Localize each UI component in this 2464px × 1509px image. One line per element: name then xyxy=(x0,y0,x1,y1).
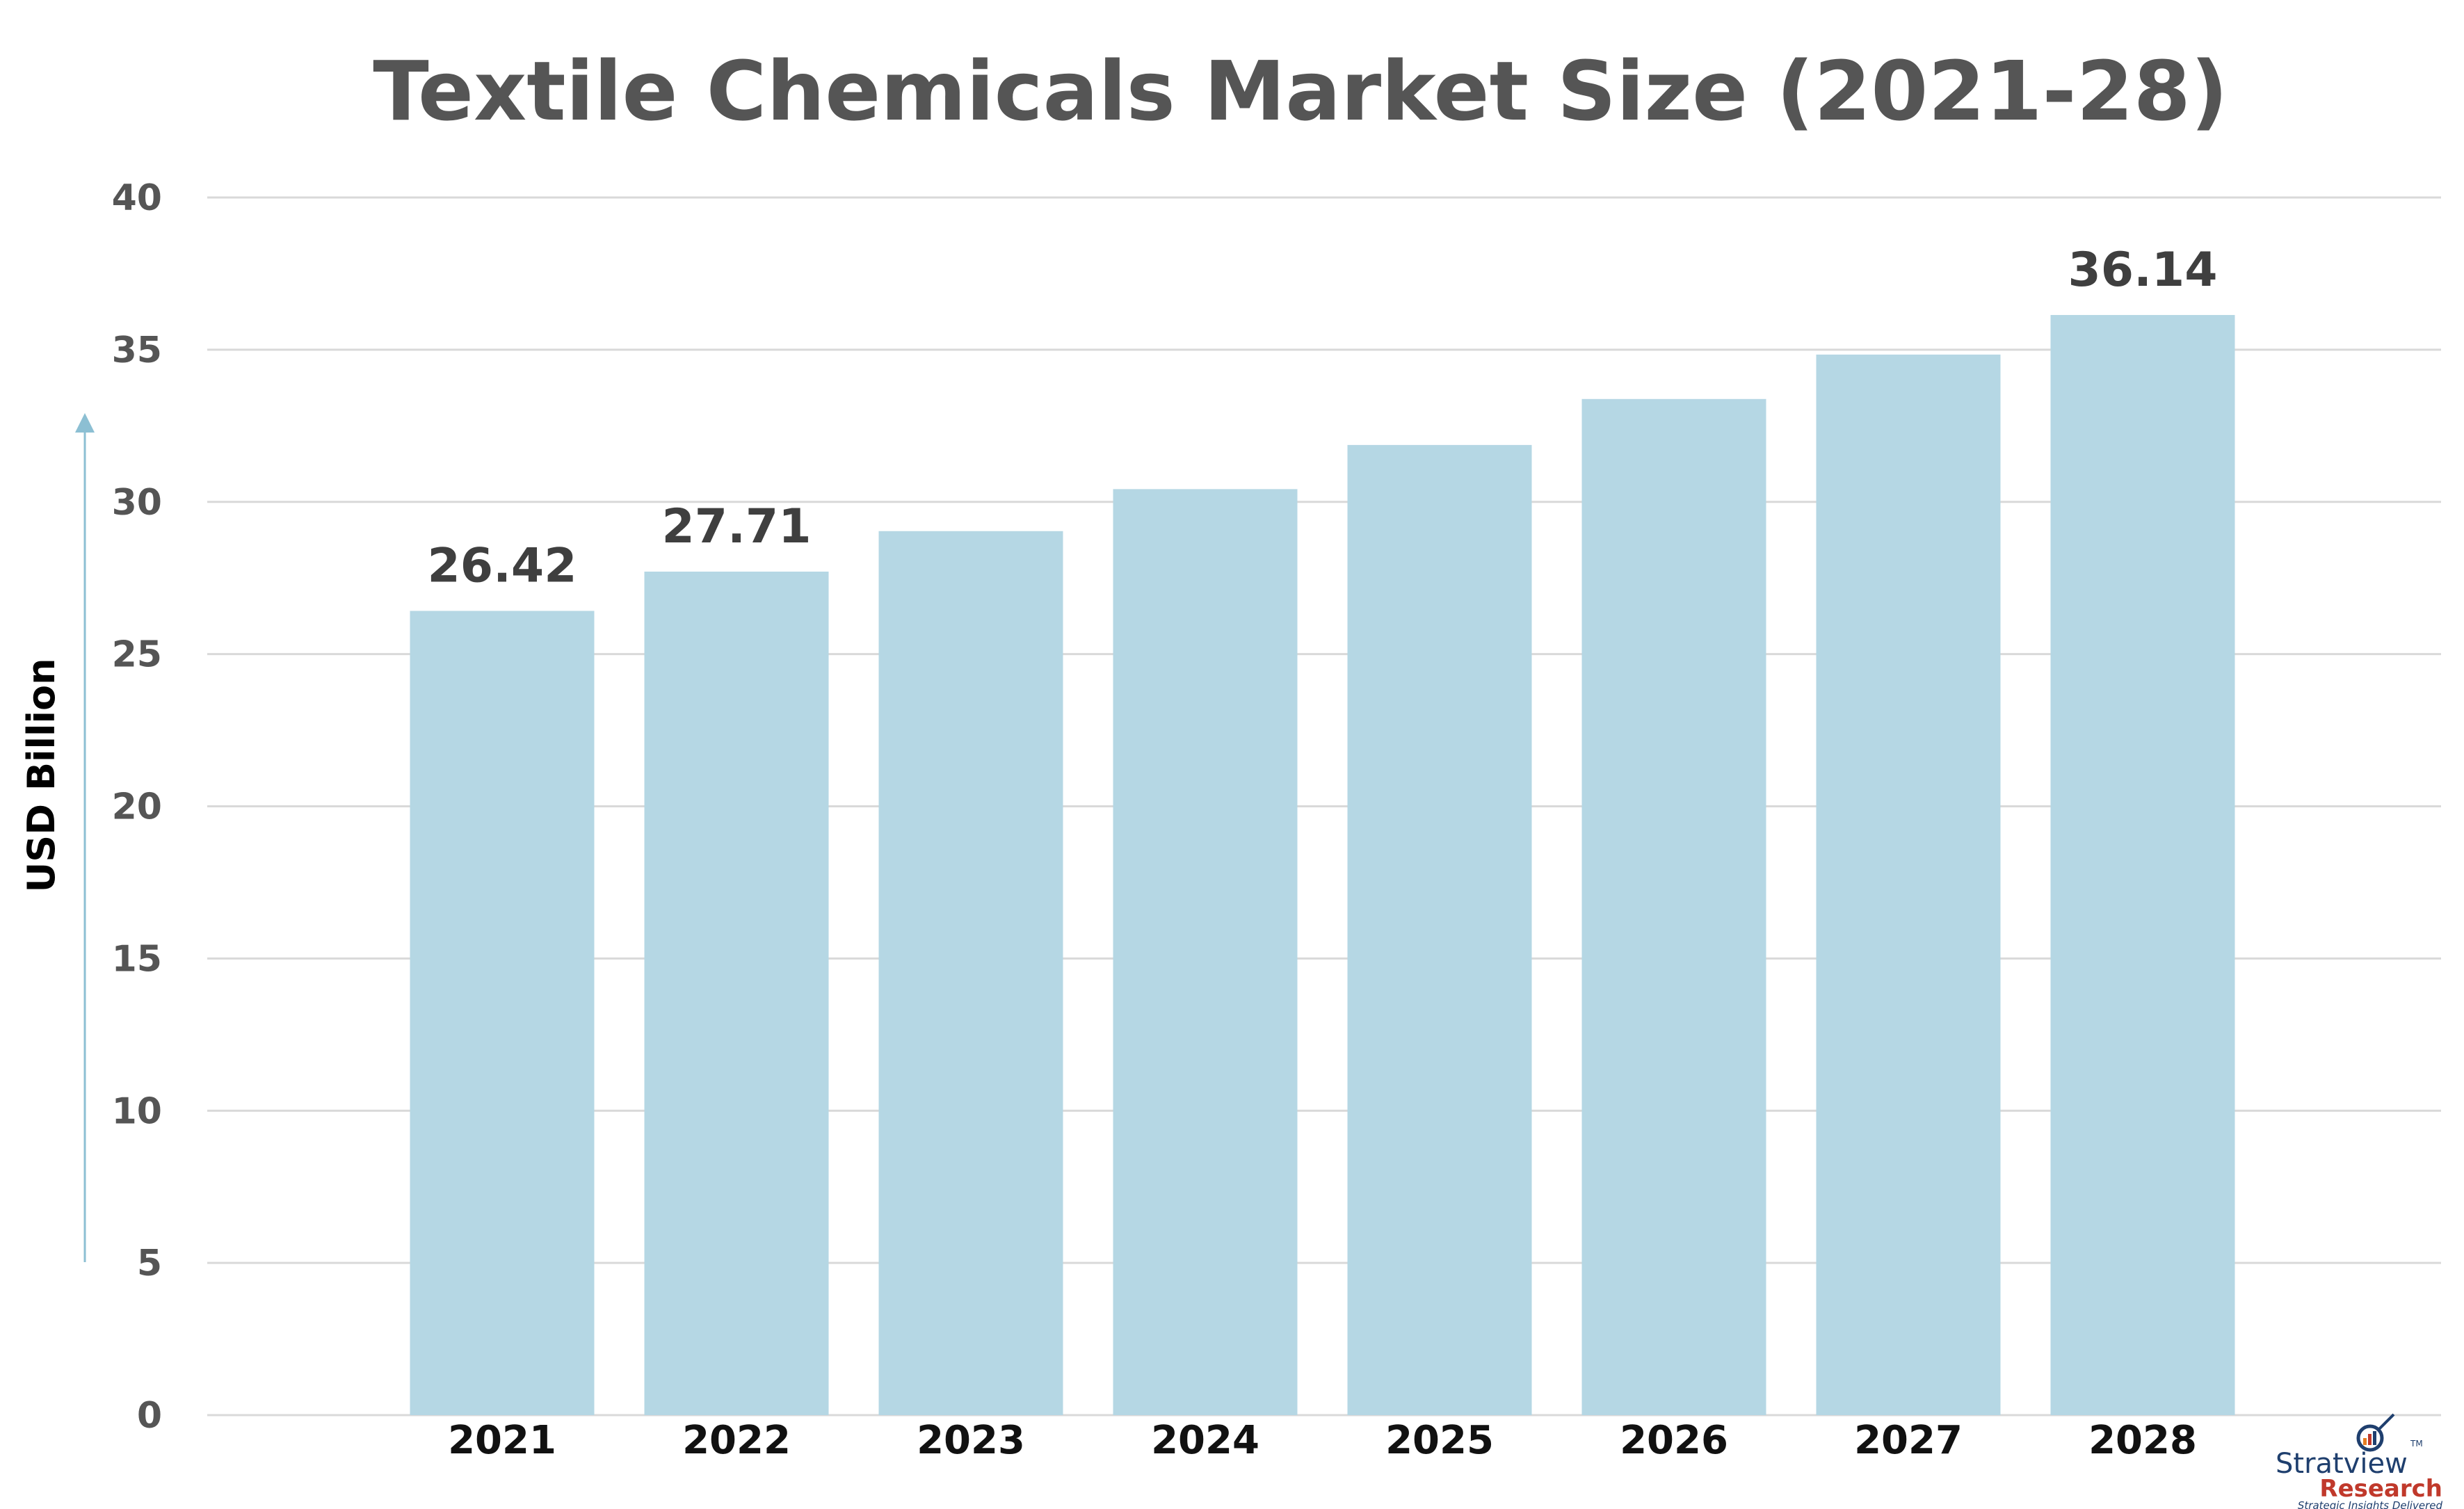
y-tick-label: 0 xyxy=(137,1395,162,1437)
y-axis-arrow-icon xyxy=(75,413,95,1262)
data-label: 27.71 xyxy=(661,499,811,554)
y-tick-label: 5 xyxy=(137,1243,162,1284)
bars xyxy=(410,314,2235,1416)
y-axis-ticks: 0 5 10 15 20 25 30 35 40 xyxy=(112,177,162,1437)
logo-name-suffix: Research xyxy=(2319,1475,2442,1503)
x-tick-label: 2022 xyxy=(682,1418,791,1463)
data-label: 26.42 xyxy=(427,538,577,593)
y-tick-label: 25 xyxy=(112,634,162,676)
bar-2025 xyxy=(1347,444,1532,1415)
x-tick-label: 2028 xyxy=(2088,1418,2197,1463)
chart-title: Textile Chemicals Market Size (2021-28) xyxy=(373,43,2228,139)
y-tick-label: 30 xyxy=(112,482,162,524)
x-tick-label: 2024 xyxy=(1151,1418,1259,1463)
bar-2022 xyxy=(644,571,829,1415)
data-labels: 26.42 27.71 36.14 xyxy=(427,243,2217,593)
x-tick-label: 2021 xyxy=(448,1418,556,1463)
x-tick-label: 2026 xyxy=(1620,1418,1728,1463)
x-tick-label: 2027 xyxy=(1854,1418,1963,1463)
y-tick-label: 20 xyxy=(112,786,162,828)
bar-2027 xyxy=(1816,354,2001,1415)
bar-2024 xyxy=(1113,489,1298,1415)
bar-2023 xyxy=(878,531,1063,1416)
logo-name: Stratview xyxy=(2276,1448,2408,1480)
y-tick-label: 35 xyxy=(112,330,162,371)
data-label: 36.14 xyxy=(2068,243,2217,298)
y-tick-label: 10 xyxy=(112,1090,162,1132)
logo-trademark: TM xyxy=(2410,1439,2423,1449)
x-axis-ticks: 2021 2022 2023 2024 2025 2026 2027 2028 xyxy=(448,1418,2197,1463)
x-tick-label: 2025 xyxy=(1385,1418,1494,1463)
bar-2026 xyxy=(1581,398,1766,1415)
stratview-logo: Stratview TM Research Strategic Insights… xyxy=(2276,1413,2443,1509)
bar-2028 xyxy=(2050,314,2235,1416)
y-axis-label: USD Billion xyxy=(19,658,63,892)
bar-2021 xyxy=(410,611,595,1415)
y-tick-label: 15 xyxy=(112,938,162,980)
y-tick-label: 40 xyxy=(112,177,162,219)
magnifier-chart-icon xyxy=(2356,1413,2395,1452)
x-tick-label: 2023 xyxy=(917,1418,1025,1463)
logo-tagline: Strategic Insights Delivered xyxy=(2298,1499,2443,1509)
